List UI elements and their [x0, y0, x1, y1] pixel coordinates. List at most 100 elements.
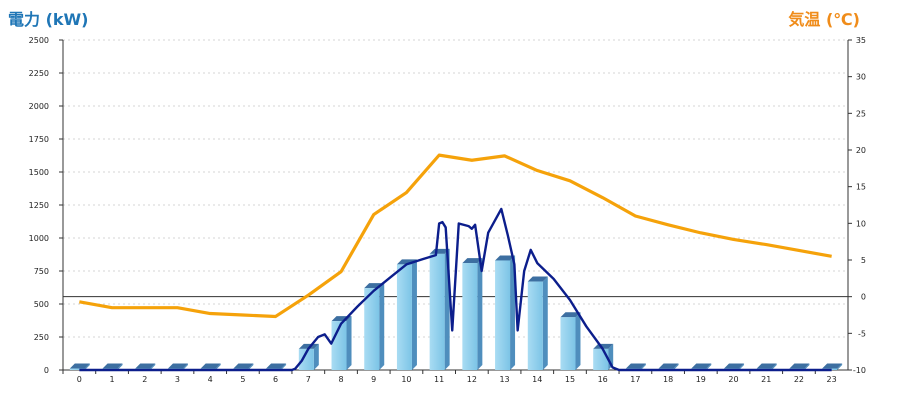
- x-tick-label: 5: [240, 375, 245, 384]
- bar-top: [429, 248, 450, 254]
- x-tick-label: 19: [696, 375, 706, 384]
- bar-side: [771, 363, 777, 370]
- x-tick-label: 9: [371, 375, 376, 384]
- bar: [396, 264, 412, 370]
- bar-side: [411, 259, 417, 370]
- x-tick-label: 0: [77, 375, 82, 384]
- bar-side: [837, 363, 843, 370]
- bar-top: [167, 363, 188, 369]
- bar-side: [346, 316, 352, 370]
- x-tick-label: 15: [565, 375, 575, 384]
- left-tick-label: 1000: [29, 234, 49, 243]
- bar-side: [673, 363, 679, 370]
- right-tick-label: 35: [856, 36, 866, 45]
- left-tick-label: 1500: [29, 168, 49, 177]
- bar-top: [69, 363, 90, 369]
- bar-side: [313, 343, 319, 370]
- x-tick-label: 18: [663, 375, 673, 384]
- bar: [298, 348, 314, 370]
- left-tick-label: 0: [44, 366, 49, 375]
- bar: [462, 263, 478, 370]
- bar-side: [477, 258, 483, 370]
- x-tick-label: 3: [175, 375, 180, 384]
- left-tick-label: 1250: [29, 201, 49, 210]
- right-tick-label: 5: [861, 256, 866, 265]
- x-tick-label: 17: [630, 375, 640, 384]
- bar-top: [200, 363, 221, 369]
- bar-side: [281, 363, 287, 370]
- bar-side: [248, 363, 254, 370]
- right-tick-label: -5: [858, 329, 866, 338]
- bar-top: [462, 258, 483, 264]
- bar-side: [215, 363, 221, 370]
- bar-top: [135, 363, 156, 369]
- bar: [69, 368, 85, 370]
- bar-side: [575, 312, 581, 370]
- bar-top: [625, 363, 646, 369]
- x-tick-label: 21: [761, 375, 771, 384]
- bar-side: [150, 363, 156, 370]
- bar-side: [84, 363, 90, 370]
- bar-top: [691, 363, 712, 369]
- left-tick-label: 750: [34, 267, 49, 276]
- left-tick-label: 2250: [29, 69, 49, 78]
- bar-top: [495, 255, 516, 261]
- bar-side: [706, 363, 712, 370]
- bar: [429, 253, 445, 370]
- left-tick-label: 500: [34, 300, 49, 309]
- bar-top: [298, 343, 319, 349]
- bar: [560, 317, 576, 370]
- bar-top: [560, 312, 581, 318]
- bar-top: [756, 363, 777, 369]
- right-tick-label: 15: [856, 183, 866, 192]
- x-tick-label: 16: [598, 375, 608, 384]
- right-tick-label: 20: [856, 146, 866, 155]
- x-tick-label: 1: [110, 375, 115, 384]
- bar-top: [233, 363, 254, 369]
- x-tick-label: 20: [728, 375, 738, 384]
- left-tick-label: 250: [34, 333, 49, 342]
- bar-side: [510, 255, 516, 370]
- bar-side: [117, 363, 123, 370]
- bar-side: [182, 363, 188, 370]
- bar-top: [527, 276, 548, 282]
- right-tick-label: 30: [856, 73, 866, 82]
- x-tick-label: 4: [208, 375, 213, 384]
- bar-top: [266, 363, 287, 369]
- bar-side: [739, 363, 745, 370]
- left-tick-label: 2000: [29, 102, 49, 111]
- x-tick-label: 22: [794, 375, 804, 384]
- right-tick-label: 25: [856, 109, 866, 118]
- x-tick-label: 10: [401, 375, 411, 384]
- left-tick-label: 2500: [29, 36, 49, 45]
- bar-side: [804, 363, 810, 370]
- bar: [593, 348, 609, 370]
- x-tick-label: 7: [306, 375, 311, 384]
- bar-top: [593, 343, 614, 349]
- bar-top: [724, 363, 745, 369]
- x-tick-label: 8: [338, 375, 343, 384]
- right-tick-label: 0: [861, 293, 866, 302]
- left-tick-label: 1750: [29, 135, 49, 144]
- right-tick-label: 10: [856, 219, 866, 228]
- bar: [495, 260, 511, 370]
- bar-top: [658, 363, 679, 369]
- x-tick-label: 6: [273, 375, 278, 384]
- bar: [364, 288, 380, 370]
- bar-side: [379, 283, 385, 370]
- x-tick-label: 11: [434, 375, 444, 384]
- right-tick-label: -10: [853, 366, 866, 375]
- x-tick-label: 12: [467, 375, 477, 384]
- x-tick-label: 14: [532, 375, 542, 384]
- x-tick-label: 13: [499, 375, 509, 384]
- bar-side: [542, 276, 548, 370]
- bar-top: [789, 363, 810, 369]
- bar-top: [102, 363, 123, 369]
- bar-top: [822, 363, 843, 369]
- x-tick-label: 23: [827, 375, 837, 384]
- temperature-line: [79, 153, 832, 319]
- right-axis-title: 気温 (℃): [788, 10, 860, 29]
- left-axis-title: 電力 (kW): [8, 10, 89, 29]
